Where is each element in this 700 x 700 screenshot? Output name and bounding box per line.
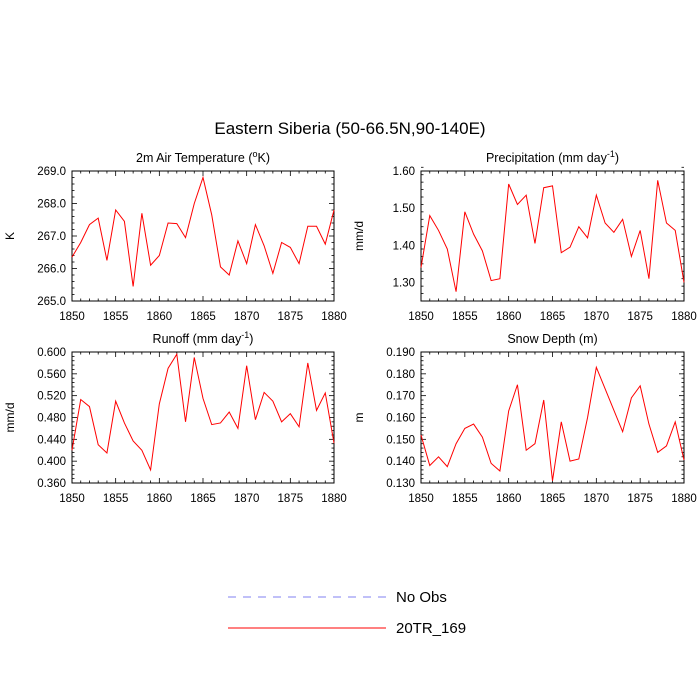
panel-title: 2m Air Temperature (oK) [136,149,270,165]
y-axis-label: mm/d [3,403,17,433]
panel-title-main: Snow Depth (m) [507,332,597,346]
x-tick-label: 1850 [59,493,85,505]
x-tick-label: 1870 [584,493,610,505]
x-tick-label: 1855 [452,493,478,505]
legend-label: 20TR_169 [396,620,466,637]
panel-title: Runoff (mm day-1) [153,330,254,346]
y-tick-label: 0.400 [37,456,66,468]
legend-label: No Obs [396,589,447,606]
panel-title-sup: -1 [607,149,615,159]
y-tick-label: 267.0 [37,231,66,243]
y-tick-label: 269.0 [37,166,66,178]
x-tick-label: 1880 [671,493,697,505]
panel-title-sup: -1 [241,330,249,340]
y-tick-label: 1.30 [393,277,415,289]
x-tick-label: 1865 [540,311,566,323]
y-tick-label: 0.160 [386,413,415,425]
x-tick-label: 1860 [496,311,522,323]
figure-title: Eastern Siberia (50-66.5N,90-140E) [214,119,485,138]
panel-title: Precipitation (mm day-1) [486,149,619,165]
y-tick-label: 1.40 [393,240,415,252]
x-tick-label: 1870 [584,311,610,323]
panels: 2m Air Temperature (oK) K 1850 1855 1860 1865… [3,149,697,505]
y-axis-label: mm/d [352,221,366,251]
x-tick-label: 1865 [190,493,216,505]
y-tick-label: 0.520 [37,391,66,403]
panel-snow-depth: Snow Depth (m) m 1850 1855 1860 1865 1870 1875 1… [352,332,697,505]
x-tick-label: 1880 [671,311,697,323]
panel-title-tail: K) [258,151,271,165]
y-tick-label: 0.170 [386,391,415,403]
x-tick-label: 1870 [234,311,260,323]
x-tick-label: 1875 [627,493,653,505]
y-tick-label: 268.0 [37,199,66,211]
x-tick-label: 1875 [278,493,304,505]
x-tick-label: 1865 [540,493,566,505]
x-tick-label: 1855 [452,311,478,323]
x-tick-label: 1860 [496,493,522,505]
x-tick-label: 1880 [321,493,347,505]
y-tick-label: 0.360 [37,478,66,490]
y-tick-label: 0.600 [37,347,66,359]
x-tick-label: 1865 [190,311,216,323]
panel-title-main: Runoff (mm day [153,332,242,346]
panel-title: Snow Depth (m) [507,332,597,346]
x-tick-label: 1860 [147,311,173,323]
x-tick-label: 1870 [234,493,260,505]
x-tick-label: 1880 [321,311,347,323]
y-tick-label: 265.0 [37,296,66,308]
y-tick-label: 1.50 [393,203,415,215]
panel-temperature: 2m Air Temperature (oK) K 1850 1855 1860 1865… [3,149,347,323]
panel-runoff: Runoff (mm day-1) mm/d 1850 1855 1860 1865 187… [3,330,347,505]
panel-title-main: 2m Air Temperature ( [136,151,253,165]
panel-title-main: Precipitation (mm day [486,151,608,165]
x-tick-label: 1875 [627,311,653,323]
x-tick-label: 1850 [59,311,85,323]
y-tick-label: 0.190 [386,347,415,359]
y-axis-label: m [352,413,366,423]
panel-title-tail: ) [249,332,253,346]
y-tick-label: 0.140 [386,456,415,468]
legend: No Obs 20TR_169 [228,589,466,637]
panel-title-tail: ) [615,151,619,165]
y-tick-label: 0.150 [386,434,415,446]
x-tick-label: 1875 [278,311,304,323]
x-tick-label: 1855 [103,311,129,323]
y-tick-label: 266.0 [37,264,66,276]
y-tick-label: 0.440 [37,434,66,446]
panel-title-sup: o [252,149,257,159]
y-tick-label: 0.480 [37,413,66,425]
y-tick-label: 0.560 [37,369,66,381]
y-tick-label: 0.130 [386,478,415,490]
y-axis-label: K [3,232,17,240]
y-tick-label: 0.180 [386,369,415,381]
panel-precipitation: Precipitation (mm day-1) mm/d 1850 1855 1860… [352,149,697,323]
x-tick-label: 1855 [103,493,129,505]
x-tick-label: 1860 [147,493,173,505]
x-tick-label: 1850 [408,311,434,323]
x-tick-label: 1850 [408,493,434,505]
y-tick-label: 1.60 [393,166,415,178]
